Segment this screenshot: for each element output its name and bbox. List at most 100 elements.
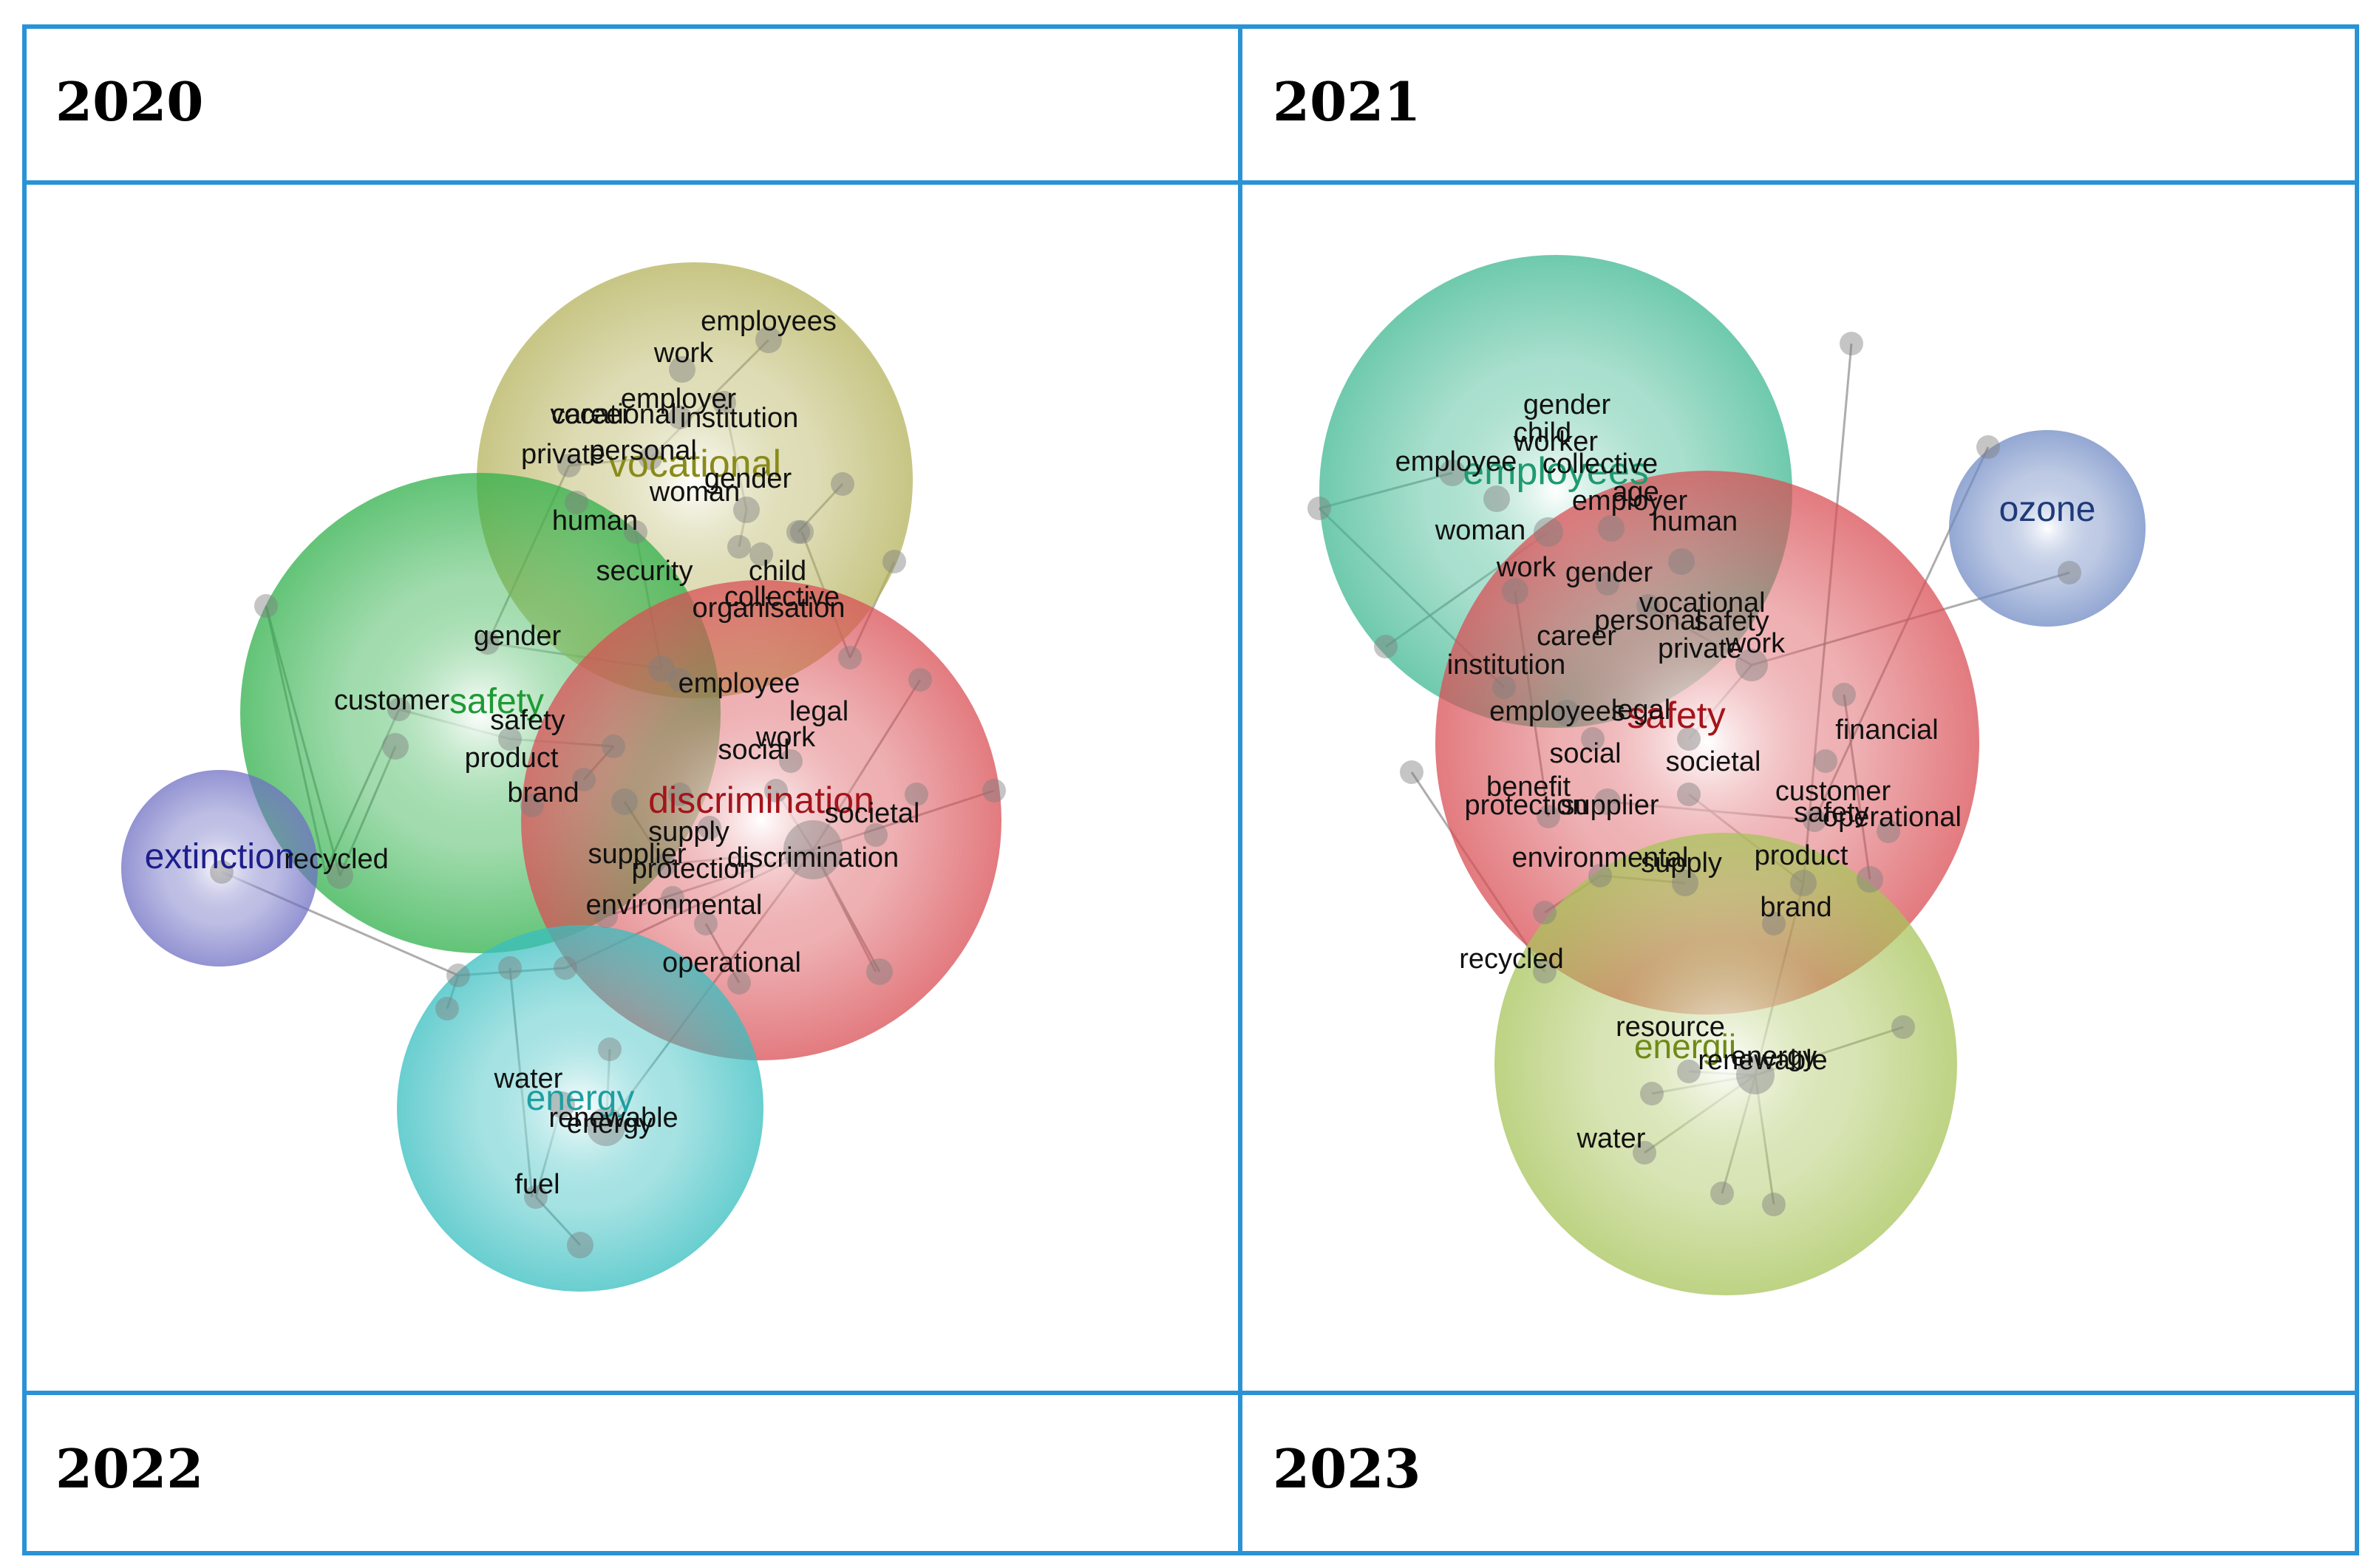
- term-node: [1483, 485, 1510, 512]
- term-node: [1832, 683, 1856, 706]
- cell-title-2021: 2021: [1273, 70, 1421, 133]
- cluster-label-employees: employees: [1463, 450, 1648, 493]
- term-node: [786, 520, 810, 544]
- term-node: [838, 646, 862, 669]
- term-node: [727, 535, 751, 559]
- term-label: supply: [648, 817, 729, 848]
- term-label: collective: [724, 582, 840, 613]
- term-node: [1554, 700, 1580, 726]
- term-node: [1307, 497, 1331, 520]
- term-node: [755, 327, 782, 353]
- term-label: recycled: [284, 844, 389, 875]
- term-label: age: [1612, 477, 1659, 508]
- term-node: [712, 391, 736, 415]
- term-label: fuel: [514, 1169, 559, 1200]
- term-node: [1596, 572, 1619, 596]
- cluster-label-extinction: extinction: [145, 837, 295, 876]
- term-node: [602, 734, 625, 758]
- term-label: employer: [621, 384, 737, 415]
- term-node: [498, 956, 522, 980]
- term-label: employee: [1395, 446, 1517, 477]
- term-label: vocational: [550, 399, 676, 430]
- term-node: [790, 520, 814, 544]
- term-node: [831, 472, 854, 496]
- term-label: collective: [1542, 449, 1658, 480]
- term-label: water: [1576, 1123, 1646, 1154]
- term-label: energy: [567, 1108, 653, 1139]
- term-node: [648, 655, 675, 682]
- term-node: [1790, 870, 1817, 896]
- term-node: [565, 491, 588, 514]
- term-label: customer: [1775, 776, 1891, 807]
- term-node: [864, 823, 888, 847]
- term-node: [694, 912, 718, 935]
- term-label: resource: [1616, 1012, 1725, 1043]
- term-node: [554, 956, 577, 980]
- nodes: [210, 327, 1006, 1258]
- term-label: safety: [490, 705, 565, 736]
- term-node: [749, 542, 773, 566]
- term-label: employer: [1572, 485, 1688, 517]
- term-label: employee: [678, 668, 800, 699]
- term-node: [698, 816, 721, 839]
- cluster-bubble-energii: [1494, 833, 1957, 1295]
- term-node: [783, 820, 843, 879]
- term-label: product: [465, 743, 559, 774]
- term-node: [1439, 460, 1466, 486]
- term-node: [1640, 1082, 1664, 1105]
- term-label: discrimination: [727, 842, 899, 873]
- term-node: [866, 958, 893, 985]
- cell-title-2023: 2023: [1273, 1437, 1421, 1500]
- term-node: [2058, 561, 2081, 584]
- term-node: [520, 794, 544, 817]
- term-node: [1710, 1182, 1734, 1205]
- cluster-label-safety: safety: [449, 682, 544, 721]
- term-label: protection: [632, 853, 755, 884]
- term-node: [653, 853, 677, 876]
- term-node: [1736, 1056, 1775, 1094]
- term-label: gender: [1523, 389, 1611, 420]
- term-node: [1735, 649, 1768, 681]
- term-label: brand: [1760, 892, 1831, 923]
- term-label: customer: [334, 685, 450, 716]
- term-node: [905, 783, 928, 806]
- term-label: worker: [1513, 426, 1598, 457]
- term-label: woman: [1435, 515, 1526, 546]
- term-node: [1588, 864, 1612, 887]
- term-label: energy: [1731, 1041, 1817, 1072]
- term-label: gender: [474, 621, 562, 652]
- term-label: gender: [704, 463, 792, 494]
- term-node: [1374, 635, 1398, 658]
- term-node: [639, 446, 662, 470]
- term-node: [1762, 912, 1786, 935]
- term-node: [1976, 435, 2000, 459]
- term-node: [1877, 819, 1900, 843]
- term-node: [624, 520, 647, 544]
- term-node: [1492, 675, 1516, 699]
- term-label: societal: [825, 798, 920, 829]
- term-node: [1598, 515, 1625, 542]
- term-node: [668, 783, 692, 806]
- term-node: [1581, 727, 1605, 751]
- term-node: [908, 668, 932, 692]
- term-label: personal: [589, 435, 697, 466]
- term-node: [733, 497, 760, 523]
- term-node: [254, 594, 278, 618]
- term-node: [1594, 788, 1621, 815]
- cluster-bubble-extinction: [121, 770, 318, 967]
- term-label: organisation: [692, 593, 845, 624]
- term-label: benefit: [1486, 771, 1571, 802]
- term-label: safety: [1794, 797, 1868, 828]
- term-label: employees: [1489, 696, 1625, 727]
- term-label: human: [552, 505, 638, 536]
- term-node: [567, 1232, 593, 1258]
- term-node: [1672, 870, 1698, 896]
- term-node: [1891, 1015, 1915, 1039]
- term-node: [669, 356, 695, 383]
- term-label: safety: [1694, 606, 1769, 637]
- term-label: child: [1514, 417, 1571, 449]
- term-label: institution: [1447, 650, 1566, 681]
- term-node: [446, 964, 470, 987]
